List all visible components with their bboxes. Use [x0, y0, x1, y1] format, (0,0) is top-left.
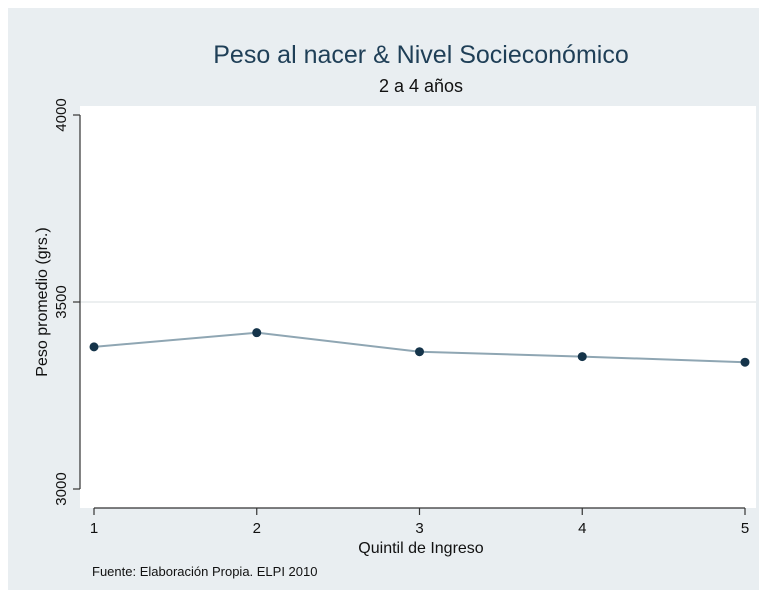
x-axis-label: Quintil de Ingreso [358, 540, 484, 557]
x-tick-label: 3 [415, 520, 423, 537]
x-tick-label: 2 [253, 520, 261, 537]
data-point [252, 328, 262, 338]
x-tick-label: 1 [90, 520, 98, 537]
plot-area [80, 106, 756, 508]
data-point [415, 347, 424, 357]
data-point [89, 342, 99, 352]
data-point [740, 357, 750, 367]
y-axis-label: Peso promedio (grs.) [34, 227, 51, 376]
y-tick-label: 4000 [53, 98, 70, 131]
chart-title: Peso al nacer & Nivel Socieconómico [213, 41, 628, 69]
axes [73, 114, 746, 515]
data-point [577, 352, 587, 362]
tick-labels: 3000 3500 4000 1 2 3 4 5 [53, 98, 749, 537]
y-tick-label: 3500 [53, 285, 70, 318]
x-tick-label: 5 [741, 520, 749, 537]
series-layer [89, 328, 750, 367]
source-note: Fuente: Elaboración Propia. ELPI 2010 [92, 564, 317, 579]
chart-subtitle: 2 a 4 años [379, 76, 463, 96]
y-tick-label: 3000 [53, 472, 70, 505]
x-tick-label: 4 [578, 520, 586, 537]
